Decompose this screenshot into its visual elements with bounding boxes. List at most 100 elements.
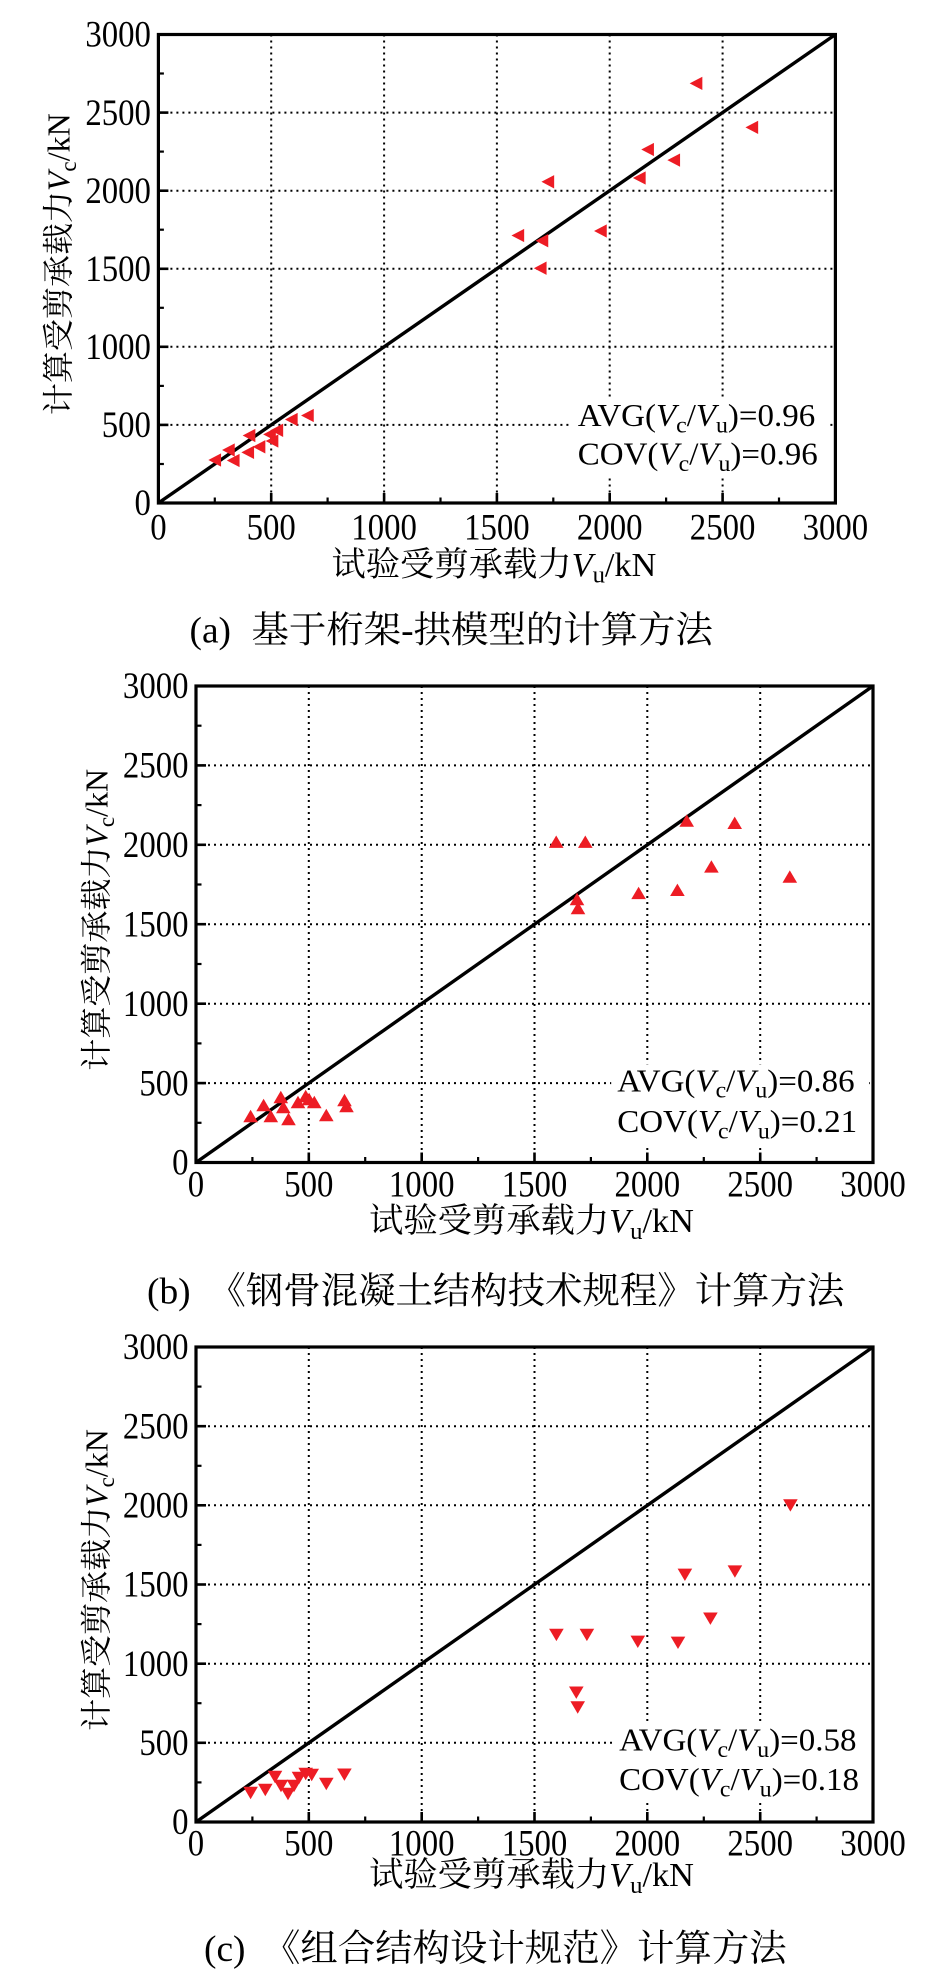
svg-text:500: 500 [284,1164,333,1205]
svg-text:)=0.96: )=0.96 [728,398,815,433]
svg-text:/: / [731,1762,740,1797]
svg-text:2500: 2500 [123,745,189,786]
svg-text:c: c [94,1477,119,1487]
svg-text:1500: 1500 [502,1823,568,1864]
svg-text:V: V [698,436,721,471]
svg-text:)=0.86: )=0.86 [767,1063,854,1098]
svg-text:c: c [679,451,690,476]
svg-text:)=0.18: )=0.18 [772,1762,859,1797]
svg-text:/kN: /kN [642,1202,693,1240]
svg-text:)=0.21: )=0.21 [770,1104,857,1139]
svg-text:u: u [719,451,731,476]
svg-text:V: V [697,1722,720,1757]
svg-text:c: c [676,413,687,438]
svg-text:1000: 1000 [389,1823,455,1864]
svg-text:COV(: COV( [578,436,659,471]
svg-text:V: V [735,1063,758,1098]
svg-text:500: 500 [139,1722,188,1763]
svg-text:1000: 1000 [351,507,417,548]
svg-text:/: / [728,1722,737,1757]
svg-text:1500: 1500 [464,507,530,548]
svg-text:V: V [738,1104,761,1139]
svg-text:V: V [698,1104,721,1139]
svg-text:3000: 3000 [803,507,869,548]
svg-text:0: 0 [172,1142,188,1183]
svg-text:0: 0 [150,507,166,548]
svg-text:2000: 2000 [615,1823,681,1864]
svg-text:u: u [755,1078,767,1103]
svg-text:c: c [94,817,119,827]
svg-text:/: / [726,1063,735,1098]
svg-text:500: 500 [139,1063,188,1104]
svg-text:V: V [572,546,597,584]
svg-text:u: u [593,562,605,589]
svg-text:1500: 1500 [123,1564,189,1605]
svg-text:)=0.96: )=0.96 [730,436,817,471]
svg-text:500: 500 [247,507,296,548]
svg-text:1000: 1000 [123,1643,189,1684]
svg-text:2500: 2500 [690,507,756,548]
svg-text:COV(: COV( [617,1104,698,1139]
svg-text:c: c [716,1078,727,1103]
svg-text:u: u [716,413,728,438]
svg-text:/: / [689,436,698,471]
svg-text:AVG(: AVG( [619,1722,697,1757]
svg-text:(b): (b) [147,1272,191,1313]
svg-text:V: V [609,1202,634,1240]
svg-text:V: V [700,1762,723,1797]
svg-text:/kN: /kN [41,113,77,161]
svg-text:3000: 3000 [840,1164,906,1205]
svg-text:0: 0 [188,1164,204,1205]
svg-text:V: V [740,1762,763,1797]
svg-text:AVG(: AVG( [578,398,656,433]
svg-text:3000: 3000 [123,1326,189,1367]
svg-text:V: V [695,1063,718,1098]
svg-text:c: c [720,1777,731,1802]
svg-text:2000: 2000 [123,1485,189,1526]
svg-text:c: c [718,1737,729,1762]
svg-text:1500: 1500 [123,904,189,945]
svg-text:V: V [696,398,719,433]
svg-text:V: V [79,1484,115,1507]
svg-text:AVG(: AVG( [617,1063,695,1098]
svg-text:COV(: COV( [619,1762,700,1797]
svg-text:V: V [609,1856,634,1894]
svg-text:2500: 2500 [85,92,151,133]
svg-text:/kN: /kN [79,769,115,817]
svg-text:2500: 2500 [727,1164,793,1205]
svg-text:-: - [401,611,413,652]
svg-text:3000: 3000 [85,14,151,55]
svg-text:2000: 2000 [85,170,151,211]
svg-text:u: u [630,1218,642,1245]
svg-text:500: 500 [102,404,151,445]
svg-text:u: u [758,1119,770,1144]
svg-text:)=0.58: )=0.58 [769,1722,856,1757]
svg-text:2000: 2000 [577,507,643,548]
svg-text:/: / [729,1104,738,1139]
svg-text:c: c [56,161,81,171]
svg-text:(a): (a) [190,611,232,652]
svg-text:2000: 2000 [123,824,189,865]
svg-text:V: V [659,436,682,471]
svg-text:/kN: /kN [642,1856,693,1894]
svg-text:0: 0 [188,1823,204,1864]
svg-text:(c): (c) [204,1929,246,1970]
svg-text:0: 0 [135,482,151,523]
svg-text:V: V [41,168,77,191]
svg-text:1000: 1000 [123,983,189,1024]
svg-text:1000: 1000 [389,1164,455,1205]
svg-text:V: V [79,824,115,847]
svg-text:u: u [757,1737,769,1762]
svg-text:V: V [656,398,679,433]
svg-text:3000: 3000 [123,665,189,706]
svg-text:V: V [737,1722,760,1757]
svg-text:u: u [630,1872,642,1899]
svg-text:u: u [760,1777,772,1802]
svg-text:1500: 1500 [85,248,151,289]
svg-text:2500: 2500 [123,1406,189,1447]
svg-text:1500: 1500 [502,1164,568,1205]
svg-text:/kN: /kN [79,1429,115,1477]
svg-text:2000: 2000 [615,1164,681,1205]
svg-text:500: 500 [284,1823,333,1864]
svg-text:0: 0 [172,1801,188,1842]
